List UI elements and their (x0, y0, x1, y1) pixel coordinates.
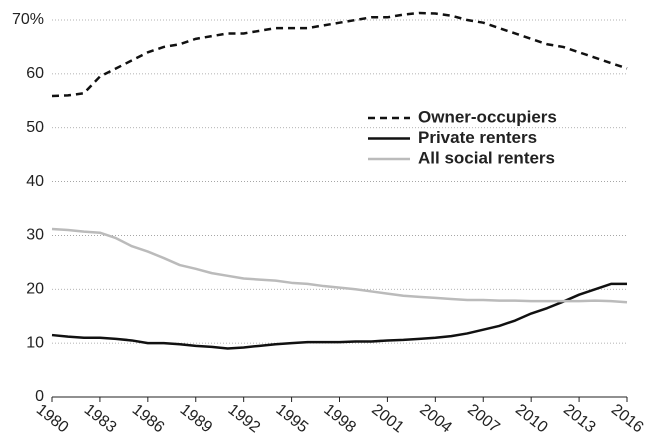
x-tick-label: 2010 (512, 401, 551, 436)
x-tick-label: 1992 (225, 401, 264, 436)
x-tick-label: 1983 (81, 401, 120, 436)
series-line (51, 227, 628, 304)
series-line (51, 282, 627, 350)
x-tick-label: 2013 (560, 401, 599, 436)
y-tick-label: 20 (26, 281, 44, 298)
x-tick-label: 2016 (608, 401, 647, 436)
x-tick-label: 1989 (177, 401, 216, 436)
x-tick-label: 1998 (320, 401, 359, 436)
x-tick-label: 1995 (272, 401, 311, 436)
series-line (51, 11, 628, 98)
legend-label: Owner-occupiers (418, 107, 557, 126)
y-tick-label: 30 (26, 227, 44, 244)
legend-label: All social renters (418, 148, 555, 167)
y-tick-label: 60 (26, 65, 44, 82)
x-tick-label: 2007 (464, 401, 503, 436)
x-tick-label: 1980 (33, 401, 72, 436)
legend-label: Private renters (418, 128, 537, 147)
x-tick-label: 2004 (416, 401, 455, 436)
y-tick-label: 50 (26, 119, 44, 136)
x-tick-label: 1986 (129, 401, 168, 436)
y-tick-label: 40 (26, 173, 44, 190)
y-tick-label: 70% (12, 11, 44, 28)
x-tick-label: 2001 (368, 401, 407, 436)
y-tick-label: 10 (26, 334, 44, 351)
y-tick-label: 0 (35, 388, 44, 405)
